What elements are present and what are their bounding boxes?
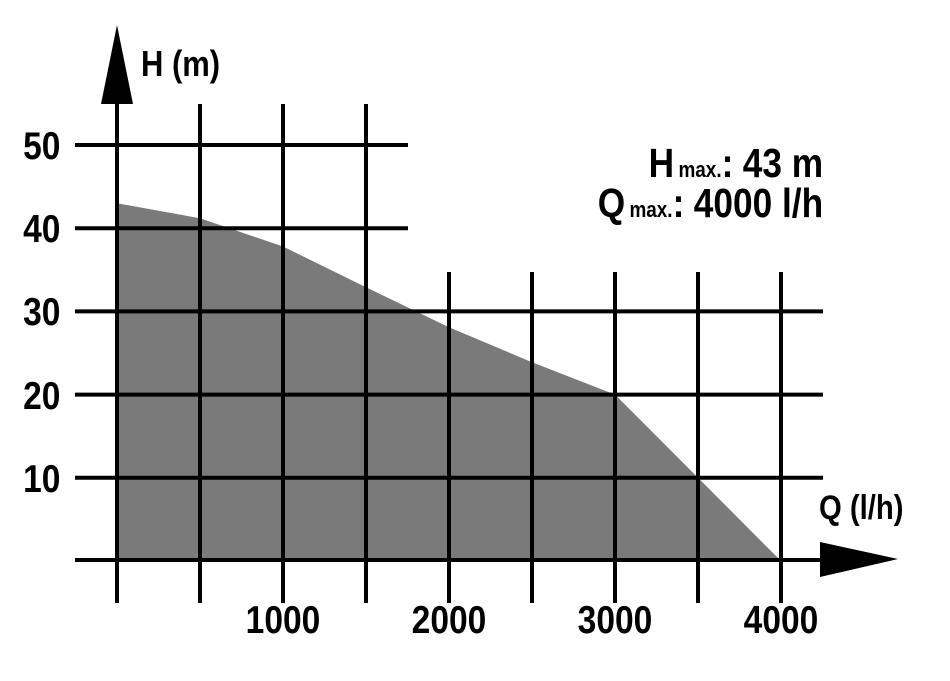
y-tick-10: 10: [22, 458, 60, 501]
h-max-value: 43 m: [742, 140, 823, 186]
y-tick-30: 30: [22, 291, 60, 334]
h-max-symbol: H: [648, 140, 674, 186]
q-max-separator: :: [672, 180, 685, 226]
x-tick-2000: 2000: [411, 599, 487, 642]
y-axis-title: H (m): [141, 43, 221, 84]
q-max-value: 4000 l/h: [693, 180, 823, 226]
h-max-separator: :: [721, 140, 734, 186]
y-tick-40: 40: [22, 208, 60, 251]
y-tick-20: 20: [22, 375, 60, 418]
x-axis-title: Q (l/h): [819, 489, 904, 527]
h-max-subscript: max.: [678, 157, 722, 182]
x-tick-1000: 1000: [245, 599, 321, 642]
x-tick-4000: 4000: [743, 599, 819, 642]
right-arrow-icon: [820, 542, 898, 577]
q-max-subscript: max.: [629, 197, 673, 222]
up-arrow-icon: [101, 25, 133, 104]
x-tick-3000: 3000: [577, 599, 653, 642]
y-tick-50: 50: [22, 125, 60, 168]
q-max-symbol: Q: [597, 180, 625, 226]
